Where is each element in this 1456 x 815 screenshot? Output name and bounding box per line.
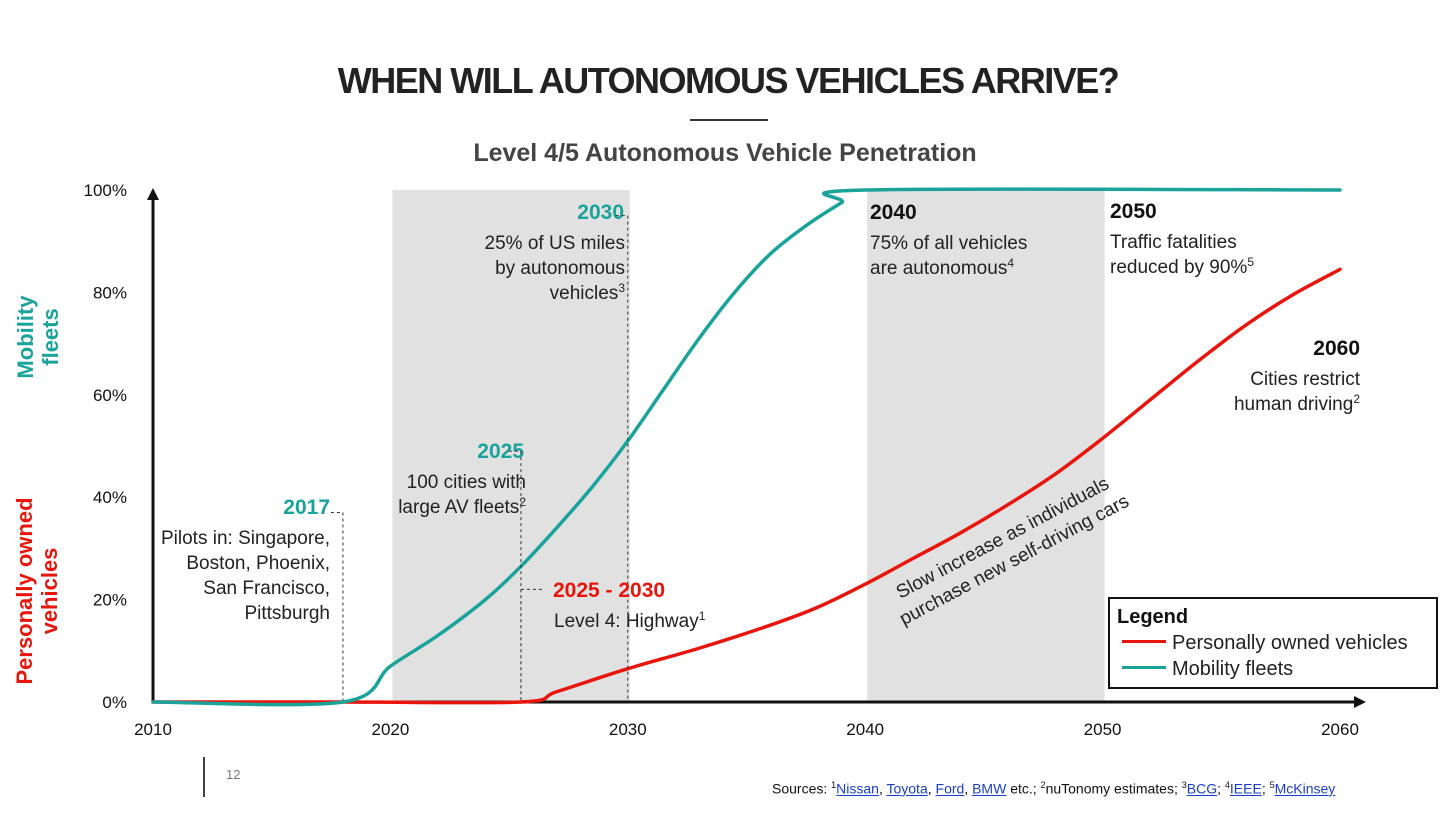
source-sup: 4	[1224, 780, 1230, 790]
annotation-year: 2025 - 2030	[553, 579, 665, 602]
annotation-text: 25% of US miles	[485, 233, 625, 254]
annotation-text: San Francisco,	[203, 578, 330, 599]
source-sup: 5	[1269, 780, 1275, 790]
annotation-text: Boston, Phoenix,	[186, 553, 330, 574]
annotation-text: by autonomous	[495, 258, 625, 279]
annotation-year: 2050	[1110, 200, 1157, 223]
annotation-text: Cities restrict	[1250, 369, 1361, 390]
annotation-a2017: 2017 Pilots in: Singapore, Boston, Phoenix…	[161, 496, 344, 700]
annotation-text: are autonomous4	[870, 256, 1014, 279]
y-tick-label: 0%	[102, 693, 127, 712]
legend-title: Legend	[1117, 606, 1189, 628]
x-tick-label: 2060	[1321, 720, 1359, 739]
x-axis-arrow	[1354, 696, 1366, 708]
legend-item-fleets: Mobility fleets	[1122, 658, 1293, 681]
chart-legend: Legend Personally owned vehicles Mobilit…	[1108, 597, 1438, 689]
shaded-band-0	[392, 190, 630, 702]
legend-swatch-fleets	[1122, 666, 1166, 670]
source-separator: ;	[1217, 780, 1225, 797]
source-separator: ,	[878, 780, 887, 797]
footnote-ref: 1	[699, 609, 706, 623]
annotation-text: Pilots in: Singapore,	[161, 528, 330, 549]
source-ford[interactable]: Ford	[935, 780, 965, 797]
annotation-year: 2040	[870, 201, 917, 224]
y-tick-label: 20%	[93, 591, 127, 610]
source-sup: 2	[1040, 780, 1046, 790]
sources-prefix: Sources:	[772, 780, 832, 797]
x-tick-label: 2050	[1084, 720, 1122, 739]
annotation-text: 100 cities with	[407, 472, 526, 493]
footnote-ref: 2	[519, 495, 526, 509]
annotation-year: 2030	[577, 201, 624, 224]
source-nissan[interactable]: Nissan	[836, 780, 879, 797]
page-number: 12	[226, 767, 241, 782]
y-tick-label: 80%	[93, 283, 127, 302]
source-separator: etc.;	[1006, 780, 1041, 797]
source-separator: ,	[964, 780, 973, 797]
series-line-personal	[151, 267, 1342, 705]
annotation-text: reduced by 90%5	[1110, 255, 1254, 278]
source-separator: ,	[927, 780, 936, 797]
legend-swatch-personal	[1122, 640, 1166, 644]
annotation-text: 75% of all vehicles	[870, 233, 1027, 254]
shaded-band-1	[867, 190, 1105, 702]
legend-label-personal: Personally owned vehicles	[1172, 632, 1408, 654]
annotation-text: Traffic fatalities	[1110, 232, 1237, 253]
annotation-a2025_2030: 2025 - 2030 Level 4: Highway1	[520, 579, 706, 700]
annotation-year: 2025	[477, 440, 524, 463]
source-sup: 3	[1181, 780, 1187, 790]
source-separator: ;	[1173, 780, 1182, 797]
annotation-text: Level 4: Highway1	[554, 609, 706, 632]
x-tick-label: 2040	[846, 720, 884, 739]
annotation-year: 2060	[1313, 337, 1360, 360]
legend-item-personal: Personally owned vehicles	[1122, 632, 1408, 655]
source-bmw[interactable]: BMW	[972, 780, 1007, 797]
footnote-ref: 5	[1247, 255, 1254, 269]
y-tick-label: 100%	[84, 181, 127, 200]
annotation-text: Pittsburgh	[244, 603, 330, 624]
x-tick-label: 2030	[609, 720, 647, 739]
y-tick-label: 60%	[93, 386, 127, 405]
title-divider	[690, 119, 768, 121]
y-axis-arrow	[147, 188, 159, 200]
chart-title: Level 4/5 Autonomous Vehicle Penetration	[473, 139, 977, 167]
source-bcg[interactable]: BCG	[1186, 780, 1218, 797]
sources-footnote: Sources: 1Nissan, Toyota, Ford, BMW etc.…	[772, 780, 1335, 797]
source-nutonomy-estimates: nuTonomy estimates	[1045, 780, 1174, 797]
annotation-text: human driving2	[1234, 392, 1360, 415]
slide-title: WHEN WILL AUTONOMOUS VEHICLES ARRIVE?	[337, 60, 1120, 101]
source-mckinsey[interactable]: McKinsey	[1274, 780, 1336, 797]
annotation-a2030: 2030 25% of US miles by autonomousvehicles…	[485, 201, 629, 700]
source-sup: 1	[831, 780, 837, 790]
source-toyota[interactable]: Toyota	[886, 780, 928, 797]
annotation-text: vehicles3	[550, 281, 626, 304]
y-tick-label: 40%	[93, 488, 127, 507]
footnote-ref: 3	[618, 281, 625, 295]
annotation-year: 2017	[283, 496, 330, 519]
annotation-text: large AV fleets2	[398, 495, 526, 518]
footer-divider	[203, 757, 205, 797]
x-tick-label: 2020	[371, 720, 409, 739]
series-line-fleets	[151, 187, 1342, 707]
source-ieee[interactable]: IEEE	[1229, 780, 1262, 797]
footnote-ref: 4	[1007, 256, 1014, 270]
source-separator: ;	[1261, 780, 1270, 797]
x-tick-label: 2010	[134, 720, 172, 739]
footnote-ref: 2	[1353, 392, 1360, 406]
legend-label-fleets: Mobility fleets	[1172, 658, 1294, 680]
